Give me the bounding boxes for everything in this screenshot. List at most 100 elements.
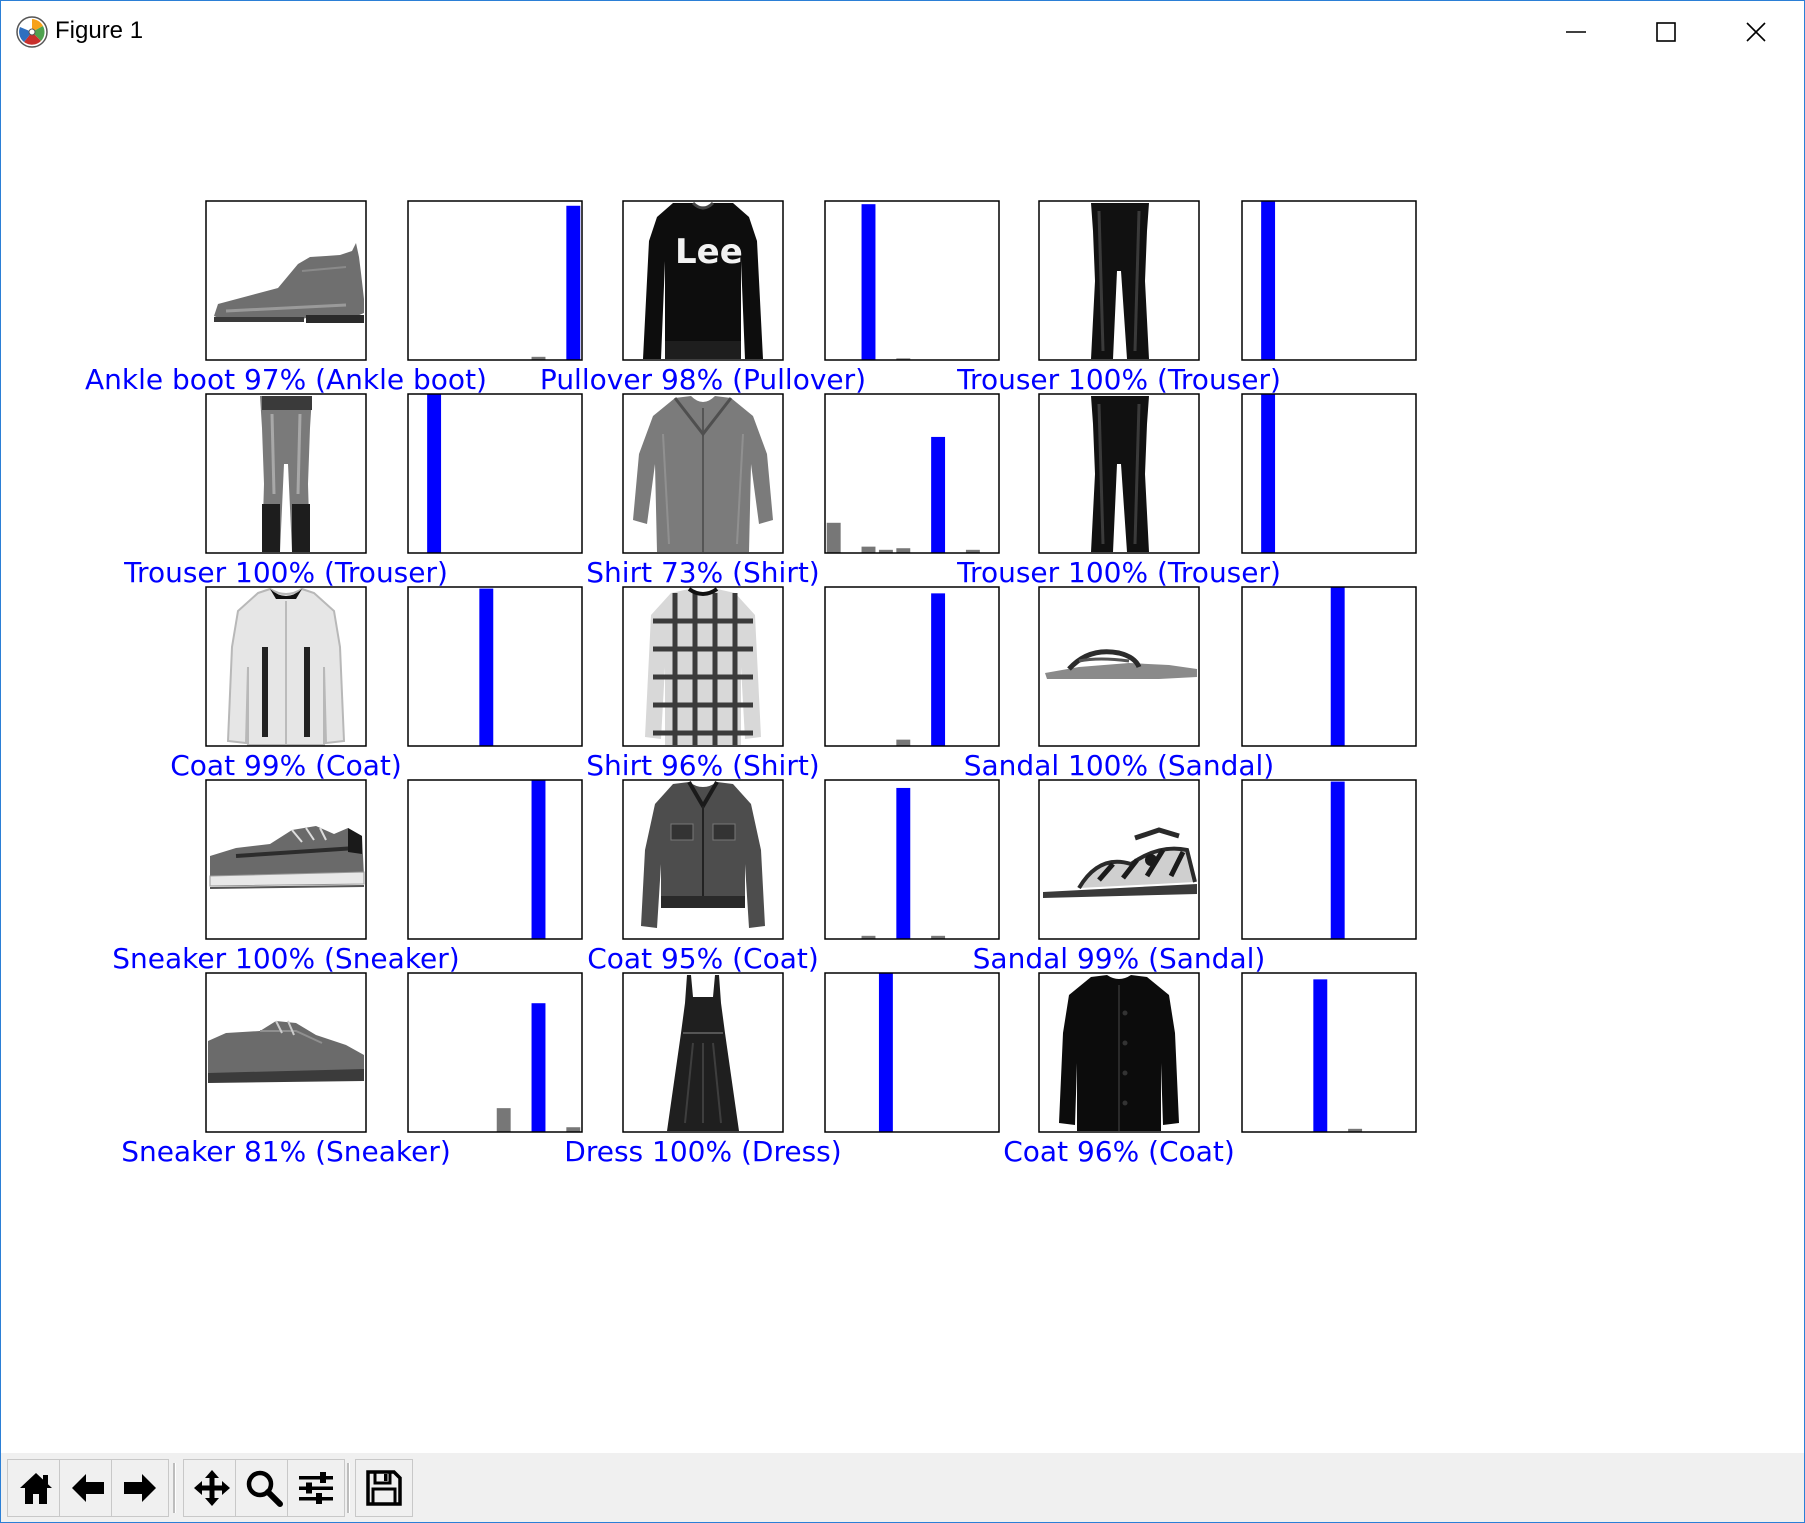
sample-image-panel <box>205 393 367 554</box>
probability-bar <box>826 522 841 553</box>
sample-image-panel <box>622 586 784 746</box>
probability-bar-chart <box>824 972 1000 1133</box>
probability-bar <box>965 549 980 553</box>
sample-image-panel <box>205 972 367 1133</box>
probability-bar-chart <box>1241 586 1417 747</box>
probability-bar <box>931 935 946 939</box>
probability-bar-chart <box>407 779 583 940</box>
prediction-label: Shirt 96% (Shirt) <box>586 749 819 782</box>
prediction-label: Sneaker 100% (Sneaker) <box>112 942 459 975</box>
probability-bar <box>896 787 911 939</box>
maximize-icon <box>1656 22 1676 42</box>
sample-image-panel <box>1038 393 1200 554</box>
back-button[interactable] <box>59 1459 117 1517</box>
probability-bar <box>427 394 442 553</box>
sample-image-panel <box>1038 972 1200 1133</box>
prediction-label: Coat 95% (Coat) <box>587 942 819 975</box>
zoom-icon <box>246 1470 283 1507</box>
probability-bar-chart <box>1241 200 1417 361</box>
arrow-right-icon <box>124 1474 156 1502</box>
prediction-label: Trouser 100% (Trouser) <box>956 363 1281 396</box>
probability-bar <box>861 935 876 939</box>
probability-bar-chart <box>1241 779 1417 940</box>
minimize-icon <box>1566 31 1586 33</box>
probability-bar-chart <box>407 972 583 1133</box>
probability-bar <box>1348 1128 1363 1132</box>
figure-canvas[interactable]: Lee <box>1 63 1804 1453</box>
probability-bar-chart <box>1241 393 1417 554</box>
probability-bar <box>878 549 893 553</box>
prediction-label: Shirt 73% (Shirt) <box>586 556 819 589</box>
probability-bar <box>531 356 546 360</box>
probability-bar <box>896 548 911 553</box>
prediction-label: Trouser 100% (Trouser) <box>956 556 1281 589</box>
toolbar-separator <box>173 1463 176 1513</box>
prediction-label: Ankle boot 97% (Ankle boot) <box>85 363 487 396</box>
maximize-button[interactable] <box>1621 1 1711 63</box>
pan-button[interactable] <box>183 1459 241 1517</box>
sliders-icon <box>299 1472 333 1504</box>
sample-image-panel <box>205 200 367 361</box>
probability-bar <box>479 588 494 746</box>
home-button[interactable] <box>7 1459 65 1517</box>
configure-subplots-button[interactable] <box>287 1459 345 1517</box>
probability-bar <box>931 593 946 746</box>
probability-bar <box>1261 394 1276 553</box>
probability-bar-chart <box>1241 972 1417 1133</box>
move-icon <box>194 1470 230 1506</box>
probability-bar-chart <box>407 393 583 554</box>
probability-bar-chart <box>407 200 583 361</box>
forward-button[interactable] <box>111 1459 169 1517</box>
probability-bar-chart <box>824 200 1000 361</box>
probability-bar <box>931 436 946 553</box>
prediction-label: Sneaker 81% (Sneaker) <box>121 1135 451 1168</box>
probability-bar-chart <box>407 586 583 747</box>
probability-bar <box>1261 201 1276 360</box>
probability-bar <box>531 780 546 939</box>
figure-plot-grid: Lee <box>85 200 1417 1168</box>
pullover-image <box>641 201 765 361</box>
prediction-label: Pullover 98% (Pullover) <box>540 363 866 396</box>
probability-bar <box>1330 587 1345 746</box>
matplotlib-logo-icon <box>16 16 48 48</box>
probability-bar <box>566 205 581 360</box>
zoom-button[interactable] <box>235 1459 293 1517</box>
sample-image-panel <box>1038 779 1200 940</box>
minimize-button[interactable] <box>1531 1 1621 63</box>
probability-bar-chart <box>824 393 1000 554</box>
sample-image-panel <box>1038 200 1200 361</box>
probability-bar <box>1313 979 1328 1132</box>
prediction-label: Coat 96% (Coat) <box>1003 1135 1235 1168</box>
home-icon <box>20 1473 52 1504</box>
prediction-label: Sandal 100% (Sandal) <box>964 749 1274 782</box>
probability-bar <box>861 204 876 360</box>
prediction-label: Dress 100% (Dress) <box>564 1135 841 1168</box>
probability-bar <box>1330 781 1345 939</box>
sample-image-panel <box>205 586 367 747</box>
probability-bar <box>496 1108 511 1132</box>
probability-bar <box>878 973 893 1132</box>
probability-bar <box>896 358 911 360</box>
navigation-toolbar <box>1 1453 1804 1522</box>
coat-dark-image <box>1058 974 1180 1132</box>
coat-light-image <box>227 588 345 746</box>
toolbar-separator <box>347 1463 350 1513</box>
sample-image-panel <box>622 200 784 361</box>
sample-image-panel <box>622 779 784 940</box>
prediction-label: Coat 99% (Coat) <box>170 749 402 782</box>
window-title: Figure 1 <box>55 17 144 44</box>
arrow-left-icon <box>72 1474 104 1502</box>
probability-bar-chart <box>824 586 1000 747</box>
probability-bar <box>896 739 911 746</box>
save-button[interactable] <box>355 1459 413 1517</box>
prediction-label: Sandal 99% (Sandal) <box>973 942 1266 975</box>
prediction-label: Trouser 100% (Trouser) <box>123 556 448 589</box>
title-bar[interactable]: Figure 1 <box>1 1 1804 63</box>
probability-bar <box>861 546 876 553</box>
close-icon <box>1746 22 1766 42</box>
sample-image-panel <box>1038 586 1200 747</box>
sample-image-panel <box>622 393 784 554</box>
close-button[interactable] <box>1711 1 1801 63</box>
save-icon <box>366 1470 402 1506</box>
